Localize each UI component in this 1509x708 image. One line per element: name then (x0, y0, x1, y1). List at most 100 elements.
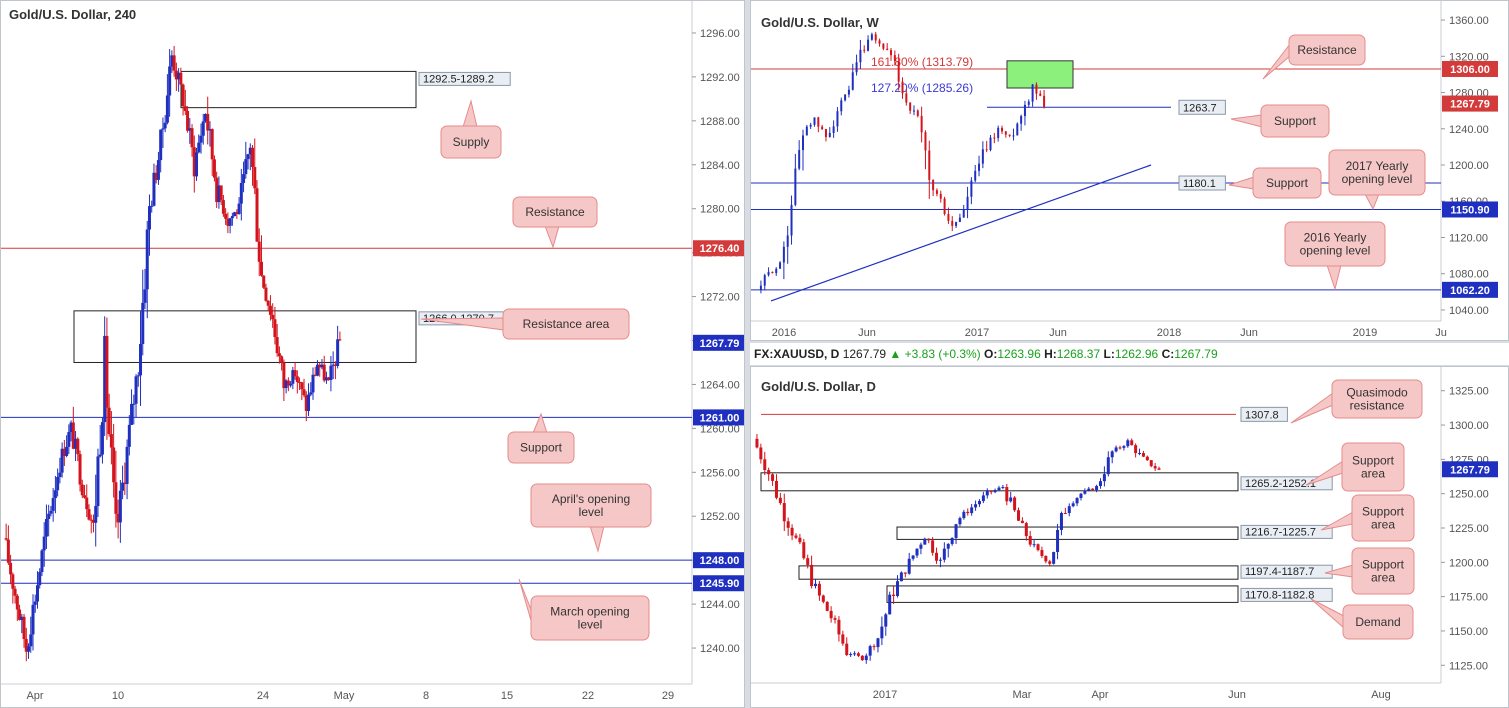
h4-candle-body (6, 539, 10, 563)
h4-candle-body (107, 407, 111, 435)
h4-candle-body (239, 182, 243, 204)
h4-callout-resistance-box (512, 196, 598, 228)
open-label: O: (984, 347, 998, 361)
h4-y-tick-label: 1288.00 (700, 116, 740, 128)
weekly-y-tick-label: 1360.00 (1449, 15, 1489, 27)
weekly-y-tick-label: 1080.00 (1449, 269, 1489, 281)
weekly-candle-body (1035, 84, 1038, 94)
weekly-candle-body (1023, 104, 1026, 117)
daily-candle-body (993, 490, 997, 493)
daily-candle-body (864, 655, 868, 661)
h4-candle-body (76, 438, 80, 455)
h4-candle-body (42, 536, 46, 551)
h4-candle-body (136, 375, 140, 377)
weekly-callout-resistance-box (1288, 34, 1366, 66)
h4-candle-body (230, 216, 234, 219)
daily-y-tick-label: 1150.00 (1449, 626, 1488, 638)
weekly-candle-body (1008, 134, 1011, 136)
h4-candle-body (228, 218, 232, 226)
h4-candle-body (121, 482, 125, 491)
h4-zone (73, 310, 417, 363)
h4-candle-body (143, 289, 147, 303)
weekly-candle-body (824, 129, 827, 137)
h4-level-tag: 1248.00 (700, 555, 740, 567)
daily-candle-body (1020, 520, 1024, 524)
h4-candle-body (40, 550, 44, 573)
h4-callout-resistance-area-box (502, 308, 630, 340)
h4-callout-march-text: March opening (550, 605, 629, 619)
h4-zone (180, 70, 417, 109)
weekly-candle-body (993, 137, 996, 139)
daily-x-tick-label: 2017 (873, 689, 897, 701)
h4-candle-body (134, 376, 138, 404)
weekly-callout-support-1-pointer (1230, 114, 1263, 128)
h4-candle-body (35, 585, 39, 602)
daily-candle-body (954, 524, 958, 538)
daily-candle-body (771, 474, 775, 481)
daily-candle-body (1059, 512, 1063, 530)
weekly-trendline (770, 164, 1152, 302)
h4-candle-body (195, 152, 199, 177)
weekly-candle-body (786, 235, 789, 247)
daily-callout-support-area-3-box (1351, 547, 1415, 595)
daily-candle-body (1017, 510, 1021, 521)
daily-callout-support-area-1-text: Support (1352, 454, 1395, 468)
daily-level-label-bg (1240, 406, 1288, 422)
weekly-candle-body (863, 49, 866, 51)
h4-candle-body (118, 490, 122, 523)
weekly-level-label: 1180.1 (1183, 178, 1216, 190)
weekly-callout-support-2-text: Support (1266, 176, 1309, 190)
h4-candle-body (62, 448, 66, 456)
h4-candle-body (309, 392, 313, 395)
h4-chart-panel: 1296.00 1292.00 1288.00 1284.00 1280.00 1276.… (0, 0, 745, 708)
h4-candle-body (56, 476, 60, 491)
h4-callout-support-pointer (532, 412, 548, 434)
weekly-level-tag: 1150.90 (1450, 204, 1489, 216)
weekly-candle-body (893, 55, 896, 62)
weekly-y-tick-label: 1320.00 (1449, 51, 1489, 63)
daily-callout-demand-text: Demand (1355, 615, 1400, 629)
h4-callout-supply-box (440, 125, 502, 159)
h4-callout-support-text: Support (520, 441, 563, 455)
h4-zone-label-bg (418, 71, 511, 86)
h4-candle-body (206, 113, 210, 131)
weekly-candle-body (874, 34, 877, 41)
h4-candle-body (322, 364, 326, 381)
daily-candle-body (1071, 503, 1075, 507)
h4-candle-body (20, 616, 24, 620)
weekly-candle-body (901, 81, 904, 94)
h4-candle-body (58, 472, 62, 477)
weekly-candle-body (1043, 95, 1046, 107)
weekly-candle-body (759, 285, 762, 291)
weekly-candle-body (802, 135, 805, 151)
weekly-candle-body (1000, 127, 1003, 132)
weekly-candle-body (974, 170, 977, 181)
weekly-fib-127: 127.20% (1285.26) (871, 81, 973, 95)
h4-candle-body (163, 122, 167, 129)
daily-candle-body (1138, 453, 1142, 455)
h4-callout-march-box (530, 595, 650, 641)
h4-callout-april-text: level (579, 505, 604, 519)
daily-callout-quasimodo-box (1331, 379, 1423, 419)
daily-candle-body (778, 497, 782, 504)
daily-callout-support-area-2-pointer (1320, 511, 1354, 531)
daily-candle-body (1091, 488, 1095, 491)
h4-candle-body (271, 314, 275, 320)
weekly-candle-body (905, 93, 908, 103)
h4-candle-body (152, 172, 156, 206)
h4-candle-body (302, 389, 306, 396)
h4-candle-body (255, 188, 259, 242)
daily-candle-body (1009, 497, 1013, 502)
daily-candle-body (841, 634, 845, 644)
daily-callout-support-area-3-text: area (1371, 571, 1395, 585)
daily-candle-body (888, 594, 892, 615)
h4-callout-resistance-text: Resistance (525, 205, 585, 219)
daily-candle-body (974, 504, 978, 508)
h4-x-tick-label: May (334, 690, 355, 702)
daily-candle-body (895, 581, 899, 596)
h4-chart-title: Gold/U.S. Dollar, 240 (9, 7, 137, 22)
weekly-y-tick-label: 1040.00 (1449, 305, 1489, 317)
h4-candle-body (127, 424, 131, 447)
weekly-level-label-bg (1178, 175, 1226, 191)
daily-candle-body (1067, 506, 1071, 514)
